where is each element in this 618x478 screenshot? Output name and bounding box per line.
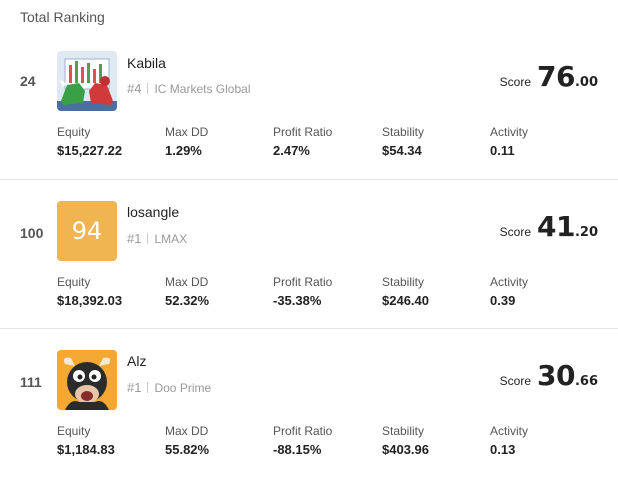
- stat-label: Profit Ratio: [273, 275, 333, 289]
- stat-equity: Equity $1,184.83: [57, 424, 115, 457]
- stat-activity: Activity 0.11: [490, 125, 528, 158]
- stat-label: Stability: [382, 424, 425, 438]
- score: Score 76 .00: [500, 60, 598, 93]
- trader-name[interactable]: Kabila: [127, 55, 166, 71]
- cartoon-bull-icon: [57, 350, 117, 410]
- ranking-card[interactable]: 24 Kabila #4 IC Markets Global Score 76 …: [0, 30, 618, 180]
- stat-stability: Stability $246.40: [382, 275, 429, 308]
- stat-label: Equity: [57, 125, 91, 139]
- divider: [147, 382, 149, 393]
- score: Score 30 .66: [500, 359, 598, 392]
- score-decimal: .20: [574, 225, 598, 240]
- stat-label: Activity: [490, 125, 529, 139]
- stat-stability: Stability $403.96: [382, 424, 429, 457]
- stat-value: $403.96: [382, 442, 429, 457]
- broker-name: Doo Prime: [154, 380, 212, 395]
- score: Score 41 .20: [500, 210, 598, 243]
- bull-bear-icon: [57, 51, 117, 111]
- stat-stability: Stability $54.34: [382, 125, 424, 158]
- stat-max-dd: Max DD 52.32%: [165, 275, 209, 308]
- stat-max-dd: Max DD 1.29%: [165, 125, 208, 158]
- stat-value: $18,392.03: [57, 293, 123, 308]
- trader-name[interactable]: Alz: [127, 353, 147, 369]
- divider: [147, 83, 149, 94]
- stat-profit-ratio: Profit Ratio -88.15%: [273, 424, 332, 457]
- stat-value: 0.11: [490, 143, 515, 158]
- stat-label: Equity: [57, 275, 91, 289]
- stat-value: 0.39: [490, 293, 516, 308]
- score-label: Score: [499, 225, 531, 239]
- stat-label: Max DD: [165, 275, 209, 289]
- stat-equity: Equity $15,227.22: [57, 125, 122, 158]
- stat-equity: Equity $18,392.03: [57, 275, 122, 308]
- stat-value: 52.32%: [165, 293, 210, 308]
- ranking-card[interactable]: 111 Alz #1 Doo Prime Score 30 .66 Equity…: [0, 328, 618, 478]
- section-title: Total Ranking: [20, 9, 105, 25]
- stat-value: $246.40: [382, 293, 429, 308]
- score-decimal: .66: [574, 374, 598, 389]
- stat-value: -88.15%: [273, 442, 322, 457]
- broker-position: #1: [127, 380, 142, 395]
- stat-profit-ratio: Profit Ratio -35.38%: [273, 275, 332, 308]
- avatar[interactable]: [57, 350, 117, 410]
- stat-label: Activity: [490, 424, 529, 438]
- stat-label: Stability: [382, 125, 425, 139]
- broker-position: #1: [127, 231, 142, 246]
- stat-activity: Activity 0.13: [490, 424, 528, 457]
- stat-max-dd: Max DD 55.82%: [165, 424, 209, 457]
- stat-value: $15,227.22: [57, 143, 123, 158]
- trader-name[interactable]: losangle: [127, 204, 180, 220]
- ranking-card[interactable]: 100 94 losangle #1 LMAX Score 41 .20 Equ…: [0, 179, 618, 329]
- stat-label: Equity: [57, 424, 91, 438]
- avatar[interactable]: [57, 51, 117, 111]
- score-label: Score: [499, 75, 531, 89]
- stat-value: $1,184.83: [57, 442, 115, 457]
- avatar[interactable]: 94: [57, 201, 117, 261]
- score-integer: 41: [537, 210, 575, 243]
- score-integer: 76: [537, 60, 575, 93]
- stat-label: Max DD: [165, 424, 209, 438]
- divider: [147, 233, 149, 244]
- score-decimal: .00: [574, 75, 598, 90]
- stat-activity: Activity 0.39: [490, 275, 528, 308]
- stat-value: -35.38%: [273, 293, 322, 308]
- broker-position: #4: [127, 81, 142, 96]
- stat-label: Stability: [382, 275, 425, 289]
- stat-value: 0.13: [490, 442, 516, 457]
- stat-profit-ratio: Profit Ratio 2.47%: [273, 125, 332, 158]
- rank-number: 100: [20, 225, 44, 241]
- stat-value: 55.82%: [165, 442, 210, 457]
- rank-number: 24: [20, 73, 36, 89]
- rank-number: 111: [20, 374, 42, 390]
- broker-name: LMAX: [154, 231, 188, 246]
- broker-name: IC Markets Global: [154, 81, 251, 96]
- score-label: Score: [499, 374, 531, 388]
- stat-label: Profit Ratio: [273, 125, 333, 139]
- score-integer: 30: [537, 359, 575, 392]
- broker-info: #1 Doo Prime: [127, 380, 211, 395]
- avatar-number: 94: [71, 217, 103, 245]
- stat-label: Activity: [490, 275, 529, 289]
- stat-label: Max DD: [165, 125, 209, 139]
- stat-value: $54.34: [382, 143, 422, 158]
- stat-value: 1.29%: [165, 143, 202, 158]
- stat-label: Profit Ratio: [273, 424, 333, 438]
- broker-info: #4 IC Markets Global: [127, 81, 251, 96]
- stat-value: 2.47%: [273, 143, 310, 158]
- broker-info: #1 LMAX: [127, 231, 187, 246]
